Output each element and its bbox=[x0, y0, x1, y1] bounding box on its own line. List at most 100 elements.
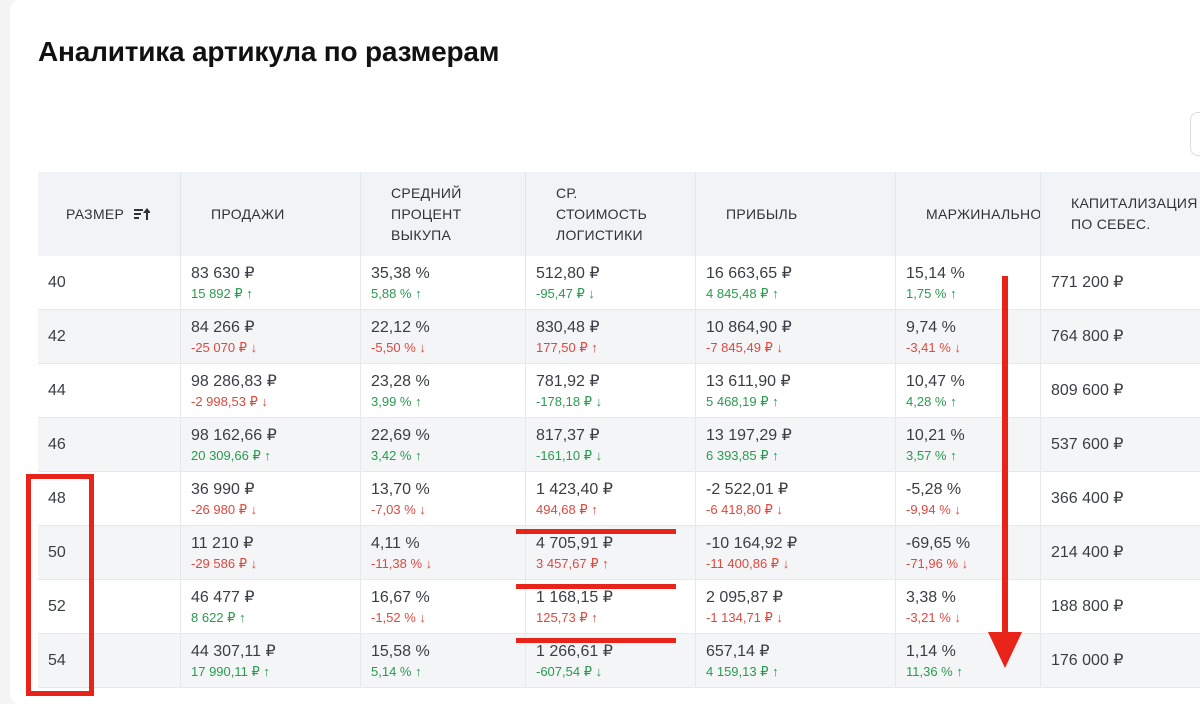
cell-margin-value: 1,14 % bbox=[906, 643, 956, 660]
table-row[interactable]: 44 98 286,83 ₽ -2 998,53 ₽ ↓ 23,28 % 3,99 % … bbox=[38, 364, 1200, 418]
header-cap[interactable]: КАПИТАЛИЗАЦИЯ ПО СЕБЕС. bbox=[1041, 172, 1200, 256]
cell-buyout-delta: -1,52 % ↓ bbox=[371, 610, 426, 625]
cell-margin-delta: 1,75 % ↑ bbox=[906, 286, 957, 301]
cell-buyout: 13,70 % -7,03 % ↓ bbox=[361, 472, 526, 526]
page-title: Аналитика артикула по размерам bbox=[38, 36, 500, 67]
cell-logistics-value: 817,37 ₽ bbox=[536, 427, 600, 444]
cell-buyout-delta: 3,99 % ↑ bbox=[371, 394, 422, 409]
cell-cap: 771 200 ₽ bbox=[1041, 256, 1200, 310]
cell-logistics-delta: 494,68 ₽ ↑ bbox=[536, 502, 598, 517]
cell-sales-value: 98 162,66 ₽ bbox=[191, 427, 277, 444]
annotation-arrow-head bbox=[988, 632, 1022, 668]
sort-ascending-icon[interactable] bbox=[134, 207, 151, 221]
cell-buyout-value: 16,67 % bbox=[371, 589, 430, 606]
cell-cap-value: 764 800 ₽ bbox=[1051, 328, 1124, 345]
cell-profit-delta: 4 845,48 ₽ ↑ bbox=[706, 286, 779, 301]
cell-logistics-delta: 177,50 ₽ ↑ bbox=[536, 340, 598, 355]
cell-sales: 44 307,11 ₽ 17 990,11 ₽ ↑ bbox=[181, 634, 361, 688]
cell-sales-value: 11 210 ₽ bbox=[191, 535, 254, 552]
cell-profit: 13 197,29 ₽ 6 393,85 ₽ ↑ bbox=[696, 418, 896, 472]
table-row[interactable]: 48 36 990 ₽ -26 980 ₽ ↓ 13,70 % -7,03 % ↓ 1 4… bbox=[38, 472, 1200, 526]
cell-profit-value: 10 864,90 ₽ bbox=[706, 319, 792, 336]
cell-size: 42 bbox=[38, 310, 181, 364]
cell-profit-value: 16 663,65 ₽ bbox=[706, 265, 792, 282]
cell-cap-value: 809 600 ₽ bbox=[1051, 382, 1124, 399]
cell-profit-value: -10 164,92 ₽ bbox=[706, 535, 798, 552]
cell-sales-delta: 15 892 ₽ ↑ bbox=[191, 286, 253, 301]
cell-profit-delta: -1 134,71 ₽ ↓ bbox=[706, 610, 783, 625]
cell-margin: -5,28 % -9,94 % ↓ bbox=[896, 472, 1041, 526]
cell-logistics-delta: -95,47 ₽ ↓ bbox=[536, 286, 595, 301]
cell-logistics: 830,48 ₽ 177,50 ₽ ↑ bbox=[526, 310, 696, 364]
cell-cap: 366 400 ₽ bbox=[1041, 472, 1200, 526]
cell-cap: 764 800 ₽ bbox=[1041, 310, 1200, 364]
cell-margin-delta: 3,57 % ↑ bbox=[906, 448, 957, 463]
cell-buyout-delta: -5,50 % ↓ bbox=[371, 340, 426, 355]
cell-sales-value: 46 477 ₽ bbox=[191, 589, 255, 606]
cell-cap-value: 537 600 ₽ bbox=[1051, 436, 1124, 453]
header-logistics[interactable]: СР. СТОИМОСТЬ ЛОГИСТИКИ bbox=[526, 172, 696, 256]
cell-logistics-value: 4 705,91 ₽ bbox=[536, 535, 613, 552]
cell-cap-value: 176 000 ₽ bbox=[1051, 652, 1124, 669]
header-sales[interactable]: ПРОДАЖИ bbox=[181, 172, 361, 256]
cell-buyout: 23,28 % 3,99 % ↑ bbox=[361, 364, 526, 418]
cell-profit-delta: -7 845,49 ₽ ↓ bbox=[706, 340, 783, 355]
cell-buyout-value: 22,69 % bbox=[371, 427, 430, 444]
cell-buyout-value: 23,28 % bbox=[371, 373, 430, 390]
cell-buyout-delta: 3,42 % ↑ bbox=[371, 448, 422, 463]
cell-logistics-delta: -161,10 ₽ ↓ bbox=[536, 448, 603, 463]
cell-profit: 10 864,90 ₽ -7 845,49 ₽ ↓ bbox=[696, 310, 896, 364]
cell-profit-value: 13 611,90 ₽ bbox=[706, 373, 791, 390]
cell-cap: 176 000 ₽ bbox=[1041, 634, 1200, 688]
header-size[interactable]: РАЗМЕР bbox=[38, 172, 181, 256]
header-logistics-label: СР. СТОИМОСТЬ ЛОГИСТИКИ bbox=[556, 184, 648, 243]
cell-margin-delta: 11,36 % ↑ bbox=[906, 664, 963, 679]
header-profit[interactable]: ПРИБЫЛЬ bbox=[696, 172, 896, 256]
cell-cap-value: 366 400 ₽ bbox=[1051, 490, 1124, 507]
cell-margin-delta: -9,94 % ↓ bbox=[906, 502, 961, 517]
cell-logistics: 1 168,15 ₽ 125,73 ₽ ↑ bbox=[526, 580, 696, 634]
cell-profit-value: 13 197,29 ₽ bbox=[706, 427, 792, 444]
cell-sales-delta: -29 586 ₽ ↓ bbox=[191, 556, 258, 571]
cell-buyout-value: 22,12 % bbox=[371, 319, 430, 336]
cell-logistics: 781,92 ₽ -178,18 ₽ ↓ bbox=[526, 364, 696, 418]
cell-profit: -10 164,92 ₽ -11 400,86 ₽ ↓ bbox=[696, 526, 896, 580]
cell-profit-delta: 5 468,19 ₽ ↑ bbox=[706, 394, 779, 409]
cell-logistics-delta: -178,18 ₽ ↓ bbox=[536, 394, 603, 409]
cell-sales: 36 990 ₽ -26 980 ₽ ↓ bbox=[181, 472, 361, 526]
cell-sales-delta: 8 622 ₽ ↑ bbox=[191, 610, 246, 625]
cell-size: 52 bbox=[38, 580, 181, 634]
cell-logistics: 4 705,91 ₽ 3 457,67 ₽ ↑ bbox=[526, 526, 696, 580]
cell-logistics-delta: 3 457,67 ₽ ↑ bbox=[536, 556, 609, 571]
header-margin[interactable]: МАРЖИНАЛЬНО bbox=[896, 172, 1041, 256]
cell-sales: 46 477 ₽ 8 622 ₽ ↑ bbox=[181, 580, 361, 634]
table-row[interactable]: 42 84 266 ₽ -25 070 ₽ ↓ 22,12 % -5,50 % ↓ 830… bbox=[38, 310, 1200, 364]
header-buyout-label: СРЕДНИЙ ПРОЦЕНТ ВЫКУПА bbox=[391, 184, 462, 243]
table-row[interactable]: 50 11 210 ₽ -29 586 ₽ ↓ 4,11 % -11,38 % ↓ 4 7… bbox=[38, 526, 1200, 580]
cell-cap: 809 600 ₽ bbox=[1041, 364, 1200, 418]
cell-cap-value: 188 800 ₽ bbox=[1051, 598, 1124, 615]
cell-sales-delta: 20 309,66 ₽ ↑ bbox=[191, 448, 271, 463]
cell-margin-value: 10,21 % bbox=[906, 427, 965, 444]
header-buyout[interactable]: СРЕДНИЙ ПРОЦЕНТ ВЫКУПА bbox=[361, 172, 526, 256]
cell-margin: 9,74 % -3,41 % ↓ bbox=[896, 310, 1041, 364]
cell-margin-delta: -3,21 % ↓ bbox=[906, 610, 961, 625]
cell-sales-value: 98 286,83 ₽ bbox=[191, 373, 277, 390]
cell-margin: 3,38 % -3,21 % ↓ bbox=[896, 580, 1041, 634]
table-row[interactable]: 40 83 630 ₽ 15 892 ₽ ↑ 35,38 % 5,88 % ↑ 512,8… bbox=[38, 256, 1200, 310]
cell-buyout: 16,67 % -1,52 % ↓ bbox=[361, 580, 526, 634]
cell-buyout: 15,58 % 5,14 % ↑ bbox=[361, 634, 526, 688]
cell-buyout: 22,69 % 3,42 % ↑ bbox=[361, 418, 526, 472]
settings-button[interactable] bbox=[1190, 112, 1200, 156]
cell-sales-value: 44 307,11 ₽ bbox=[191, 643, 276, 660]
cell-cap: 537 600 ₽ bbox=[1041, 418, 1200, 472]
cell-profit: 16 663,65 ₽ 4 845,48 ₽ ↑ bbox=[696, 256, 896, 310]
cell-logistics: 1 266,61 ₽ -607,54 ₽ ↓ bbox=[526, 634, 696, 688]
cell-logistics-value: 1 168,15 ₽ bbox=[536, 589, 613, 606]
header-profit-label: ПРИБЫЛЬ bbox=[726, 205, 798, 222]
cell-profit-value: 2 095,87 ₽ bbox=[706, 589, 783, 606]
table-row[interactable]: 46 98 162,66 ₽ 20 309,66 ₽ ↑ 22,69 % 3,42 % … bbox=[38, 418, 1200, 472]
cell-sales-value: 36 990 ₽ bbox=[191, 481, 255, 498]
cell-margin-value: -69,65 % bbox=[906, 535, 971, 552]
cell-sales: 84 266 ₽ -25 070 ₽ ↓ bbox=[181, 310, 361, 364]
